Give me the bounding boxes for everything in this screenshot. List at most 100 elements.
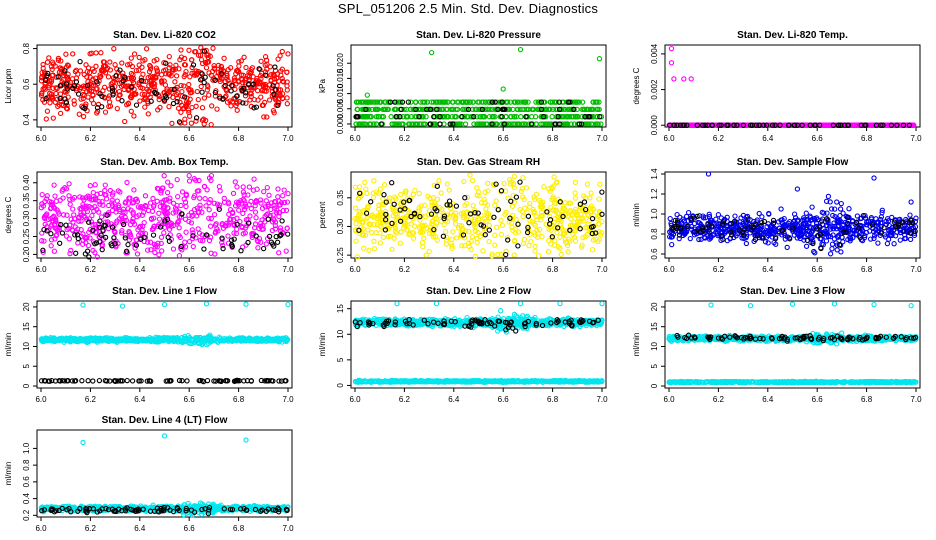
data-point [204, 87, 210, 93]
data-point [63, 81, 70, 87]
data-point [43, 116, 49, 122]
data-point [545, 249, 552, 255]
data-point [199, 105, 206, 111]
data-point [167, 62, 173, 68]
data-point [230, 190, 237, 197]
x-tick-label: 6.2 [399, 265, 411, 274]
data-point [39, 75, 45, 81]
data-point [93, 63, 99, 69]
data-point [210, 77, 216, 83]
data-point [87, 183, 93, 189]
data-point [102, 109, 109, 115]
data-point [124, 62, 131, 68]
data-point [101, 94, 107, 100]
data-point [150, 195, 156, 202]
data-point [53, 85, 59, 91]
data-point [264, 61, 270, 67]
data-point [238, 58, 244, 64]
data-point [423, 252, 429, 258]
data-point [492, 242, 498, 248]
data-point [518, 114, 524, 120]
data-point [501, 180, 507, 187]
data-point [101, 84, 108, 90]
data-point [442, 228, 449, 235]
data-point [206, 92, 212, 98]
data-point [565, 249, 571, 255]
data-point [412, 187, 418, 194]
data-point [212, 93, 219, 99]
data-point [207, 223, 214, 229]
data-point [193, 118, 199, 124]
data-point [178, 47, 184, 53]
x-tick-label: 6.6 [184, 395, 196, 404]
data-point [99, 66, 106, 72]
x-tick-label: 6.0 [349, 134, 361, 143]
data-point [274, 71, 281, 77]
data-point [885, 236, 892, 242]
x-tick-label: 6.4 [134, 395, 146, 404]
data-point [176, 252, 183, 259]
data-point [159, 248, 165, 254]
data-point [224, 99, 231, 105]
data-point [285, 190, 291, 197]
data-point [175, 193, 181, 200]
data-point [596, 196, 602, 202]
data-point [533, 191, 540, 197]
data-point [148, 81, 155, 87]
data-point [117, 67, 123, 73]
data-point [669, 241, 675, 248]
data-point [182, 72, 188, 78]
data-point [111, 78, 117, 85]
data-point [67, 201, 73, 207]
data-point [102, 70, 109, 76]
data-point [511, 252, 517, 258]
data-point [687, 235, 693, 242]
data-point [161, 173, 167, 179]
x-tick-label: 6.4 [134, 265, 146, 274]
data-point [128, 92, 135, 99]
data-point [149, 208, 156, 214]
data-point [743, 240, 750, 247]
data-point [154, 67, 160, 73]
data-point [229, 99, 236, 105]
data-point [279, 66, 285, 72]
data-point [228, 88, 234, 94]
data-point [87, 51, 93, 57]
y-axis-label: percent [318, 201, 327, 228]
panel-title: Stan. Dev. Li-820 CO2 [113, 30, 216, 41]
data-point [83, 62, 89, 68]
data-point [502, 188, 509, 194]
data-point [124, 102, 130, 108]
data-point [241, 54, 247, 60]
data-point [500, 86, 506, 92]
data-point [181, 62, 188, 68]
data-point [480, 248, 486, 254]
data-point [281, 187, 287, 193]
data-point [194, 88, 200, 95]
y-tick-label: 0.35 [22, 192, 31, 208]
y-tick-label: 0.6 [22, 78, 31, 90]
data-point [485, 180, 491, 187]
data-point [66, 236, 72, 242]
data-point [450, 229, 456, 235]
data-point [459, 243, 465, 249]
data-point [201, 79, 207, 86]
data-point [86, 88, 92, 94]
y-tick-label: 5 [22, 363, 31, 368]
data-point [599, 189, 605, 195]
data-point [532, 248, 538, 254]
panel-title: Stan. Dev. Li-820 Pressure [416, 30, 541, 41]
data-point [131, 91, 137, 98]
x-tick-label: 6.8 [861, 134, 873, 143]
data-point [200, 116, 207, 122]
data-point [558, 251, 564, 258]
data-point [206, 70, 212, 76]
x-tick-label: 6.4 [134, 134, 146, 143]
data-point [572, 179, 579, 186]
y-tick-label: 0.40 [22, 174, 31, 190]
data-point [64, 106, 70, 112]
data-point [175, 105, 182, 111]
data-point [210, 45, 216, 51]
data-point [205, 84, 211, 90]
data-point [668, 45, 675, 52]
